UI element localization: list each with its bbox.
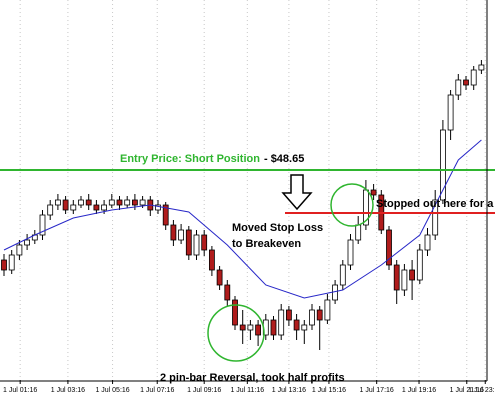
candle-body bbox=[224, 284, 231, 301]
candle-body bbox=[332, 284, 339, 301]
moving-average bbox=[3, 139, 482, 299]
candle-body bbox=[178, 229, 185, 241]
candle-body bbox=[101, 204, 107, 211]
candle-body bbox=[239, 324, 246, 331]
x-tick-label: 1 Jul 17:16 bbox=[360, 387, 394, 394]
x-tick-label: 1 Jul 01:16 bbox=[3, 387, 37, 394]
candle-body bbox=[193, 234, 200, 256]
candle-body bbox=[8, 254, 15, 271]
candle-body bbox=[185, 229, 192, 256]
candle-body bbox=[416, 249, 423, 281]
candle-body bbox=[201, 234, 208, 251]
x-tick-label: 1 Jul 03:16 bbox=[51, 387, 85, 394]
x-tick-label: 1 Jul 07:16 bbox=[140, 387, 174, 394]
candle-body bbox=[47, 204, 54, 216]
candle-body bbox=[455, 79, 462, 96]
candle-body bbox=[370, 189, 377, 196]
candle-body bbox=[93, 204, 100, 211]
candle-body bbox=[16, 244, 23, 256]
candle-body bbox=[208, 249, 215, 271]
x-tick-label: 1 Jul 11:16 bbox=[230, 387, 264, 394]
highlight-circle bbox=[207, 304, 265, 362]
candle-body bbox=[247, 324, 254, 331]
candle-body bbox=[339, 264, 346, 286]
candle-body bbox=[232, 299, 238, 326]
entry-price: - $48.65 bbox=[264, 153, 304, 165]
candle-body bbox=[155, 204, 161, 211]
x-tick-label: 1 Jul 23:16 bbox=[468, 387, 495, 394]
candle-body bbox=[78, 199, 84, 206]
candle-body bbox=[108, 199, 115, 206]
candle-body bbox=[270, 319, 277, 336]
candle-body bbox=[139, 199, 146, 206]
x-tick-label: 1 Jul 05:16 bbox=[95, 387, 129, 394]
candle-body bbox=[439, 129, 446, 201]
candle-body bbox=[285, 309, 292, 321]
candle-body bbox=[85, 199, 92, 206]
candle-body bbox=[409, 269, 416, 281]
candle-body bbox=[24, 239, 31, 246]
candle-body bbox=[347, 239, 354, 266]
candle-body bbox=[470, 69, 477, 86]
candle-body bbox=[162, 204, 169, 226]
annotation: Stopped out here for a bbox=[376, 198, 494, 210]
candle-body bbox=[131, 199, 138, 206]
candle-body bbox=[124, 199, 131, 206]
x-tick-label: 1 Jul 21:16 bbox=[450, 387, 484, 394]
annotation: 2 pin-bar Reversal, took half profits bbox=[160, 372, 345, 384]
candle-body bbox=[216, 269, 223, 286]
candle-body bbox=[424, 234, 431, 251]
candle-body bbox=[401, 269, 408, 291]
candle-body bbox=[432, 199, 439, 236]
candle-body bbox=[301, 324, 308, 331]
candle-body bbox=[478, 64, 485, 71]
candle-body bbox=[55, 199, 61, 206]
candle-body bbox=[62, 199, 69, 211]
candle-body bbox=[324, 299, 331, 321]
x-tick-label: 1 Jul 13:16 bbox=[272, 387, 306, 394]
candle-body bbox=[278, 309, 285, 336]
down-arrow bbox=[281, 174, 313, 211]
x-tick-label: 1 Jul 19:16 bbox=[402, 387, 436, 394]
entry-label: Entry Price: Short Position bbox=[120, 153, 260, 165]
candle-body bbox=[386, 229, 392, 266]
highlight-circle bbox=[330, 183, 374, 227]
candle-body bbox=[355, 224, 362, 241]
candle-body bbox=[447, 94, 454, 131]
candle-body bbox=[393, 264, 400, 291]
x-tick-label: 1 Jul 09:16 bbox=[187, 387, 221, 394]
candle-body bbox=[116, 199, 123, 206]
candle-body bbox=[316, 309, 323, 321]
annotation: to Breakeven bbox=[232, 238, 301, 250]
candle-body bbox=[170, 224, 177, 241]
candle-body bbox=[293, 319, 300, 331]
candle-body bbox=[1, 259, 7, 271]
candle-body bbox=[309, 309, 315, 326]
candle-body bbox=[70, 204, 77, 211]
x-tick-label: 1 Jul 15:16 bbox=[312, 387, 346, 394]
candle-body bbox=[255, 324, 262, 336]
candle-body bbox=[463, 79, 469, 86]
annotation: Moved Stop Loss bbox=[232, 222, 323, 234]
candle-body bbox=[39, 214, 46, 236]
